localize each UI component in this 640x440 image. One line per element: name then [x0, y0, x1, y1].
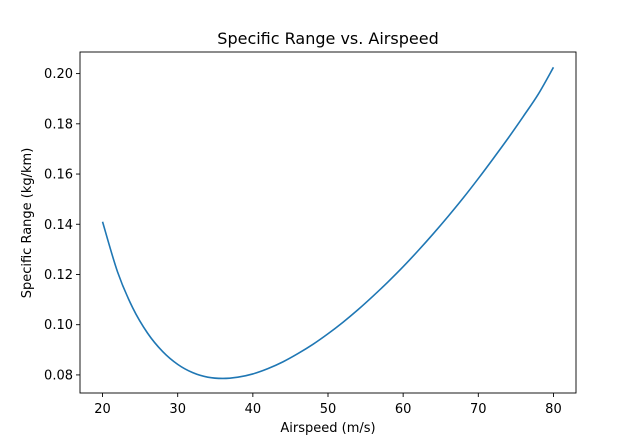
y-axis-label: Specific Range (kg/km) — [20, 148, 35, 299]
y-tick-label: 0.16 — [44, 168, 73, 183]
y-tick-label: 0.10 — [44, 318, 73, 333]
y-tick-label: 0.08 — [44, 368, 73, 383]
x-tick-label: 60 — [395, 402, 412, 417]
x-tick-label: 50 — [320, 402, 337, 417]
y-tick-label: 0.18 — [44, 117, 73, 132]
y-tick-label: 0.12 — [44, 268, 73, 283]
x-tick-label: 20 — [94, 402, 111, 417]
axes-frame — [79, 51, 577, 394]
chart-title: Specific Range vs. Airspeed — [217, 29, 438, 48]
y-tick-label: 0.14 — [44, 218, 73, 233]
y-tick-label: 0.20 — [44, 67, 73, 82]
x-tick-label: 30 — [169, 402, 186, 417]
x-tick-label: 40 — [245, 402, 262, 417]
y-axis-ticks: 0.08 0.10 0.12 0.14 0.16 0.18 0.20 — [44, 67, 80, 383]
x-axis-ticks: 20 30 40 50 60 70 80 — [94, 393, 562, 417]
series-line — [101, 66, 555, 380]
x-tick-label: 80 — [545, 402, 562, 417]
x-tick-label: 70 — [470, 402, 487, 417]
x-axis-label: Airspeed (m/s) — [280, 421, 375, 436]
